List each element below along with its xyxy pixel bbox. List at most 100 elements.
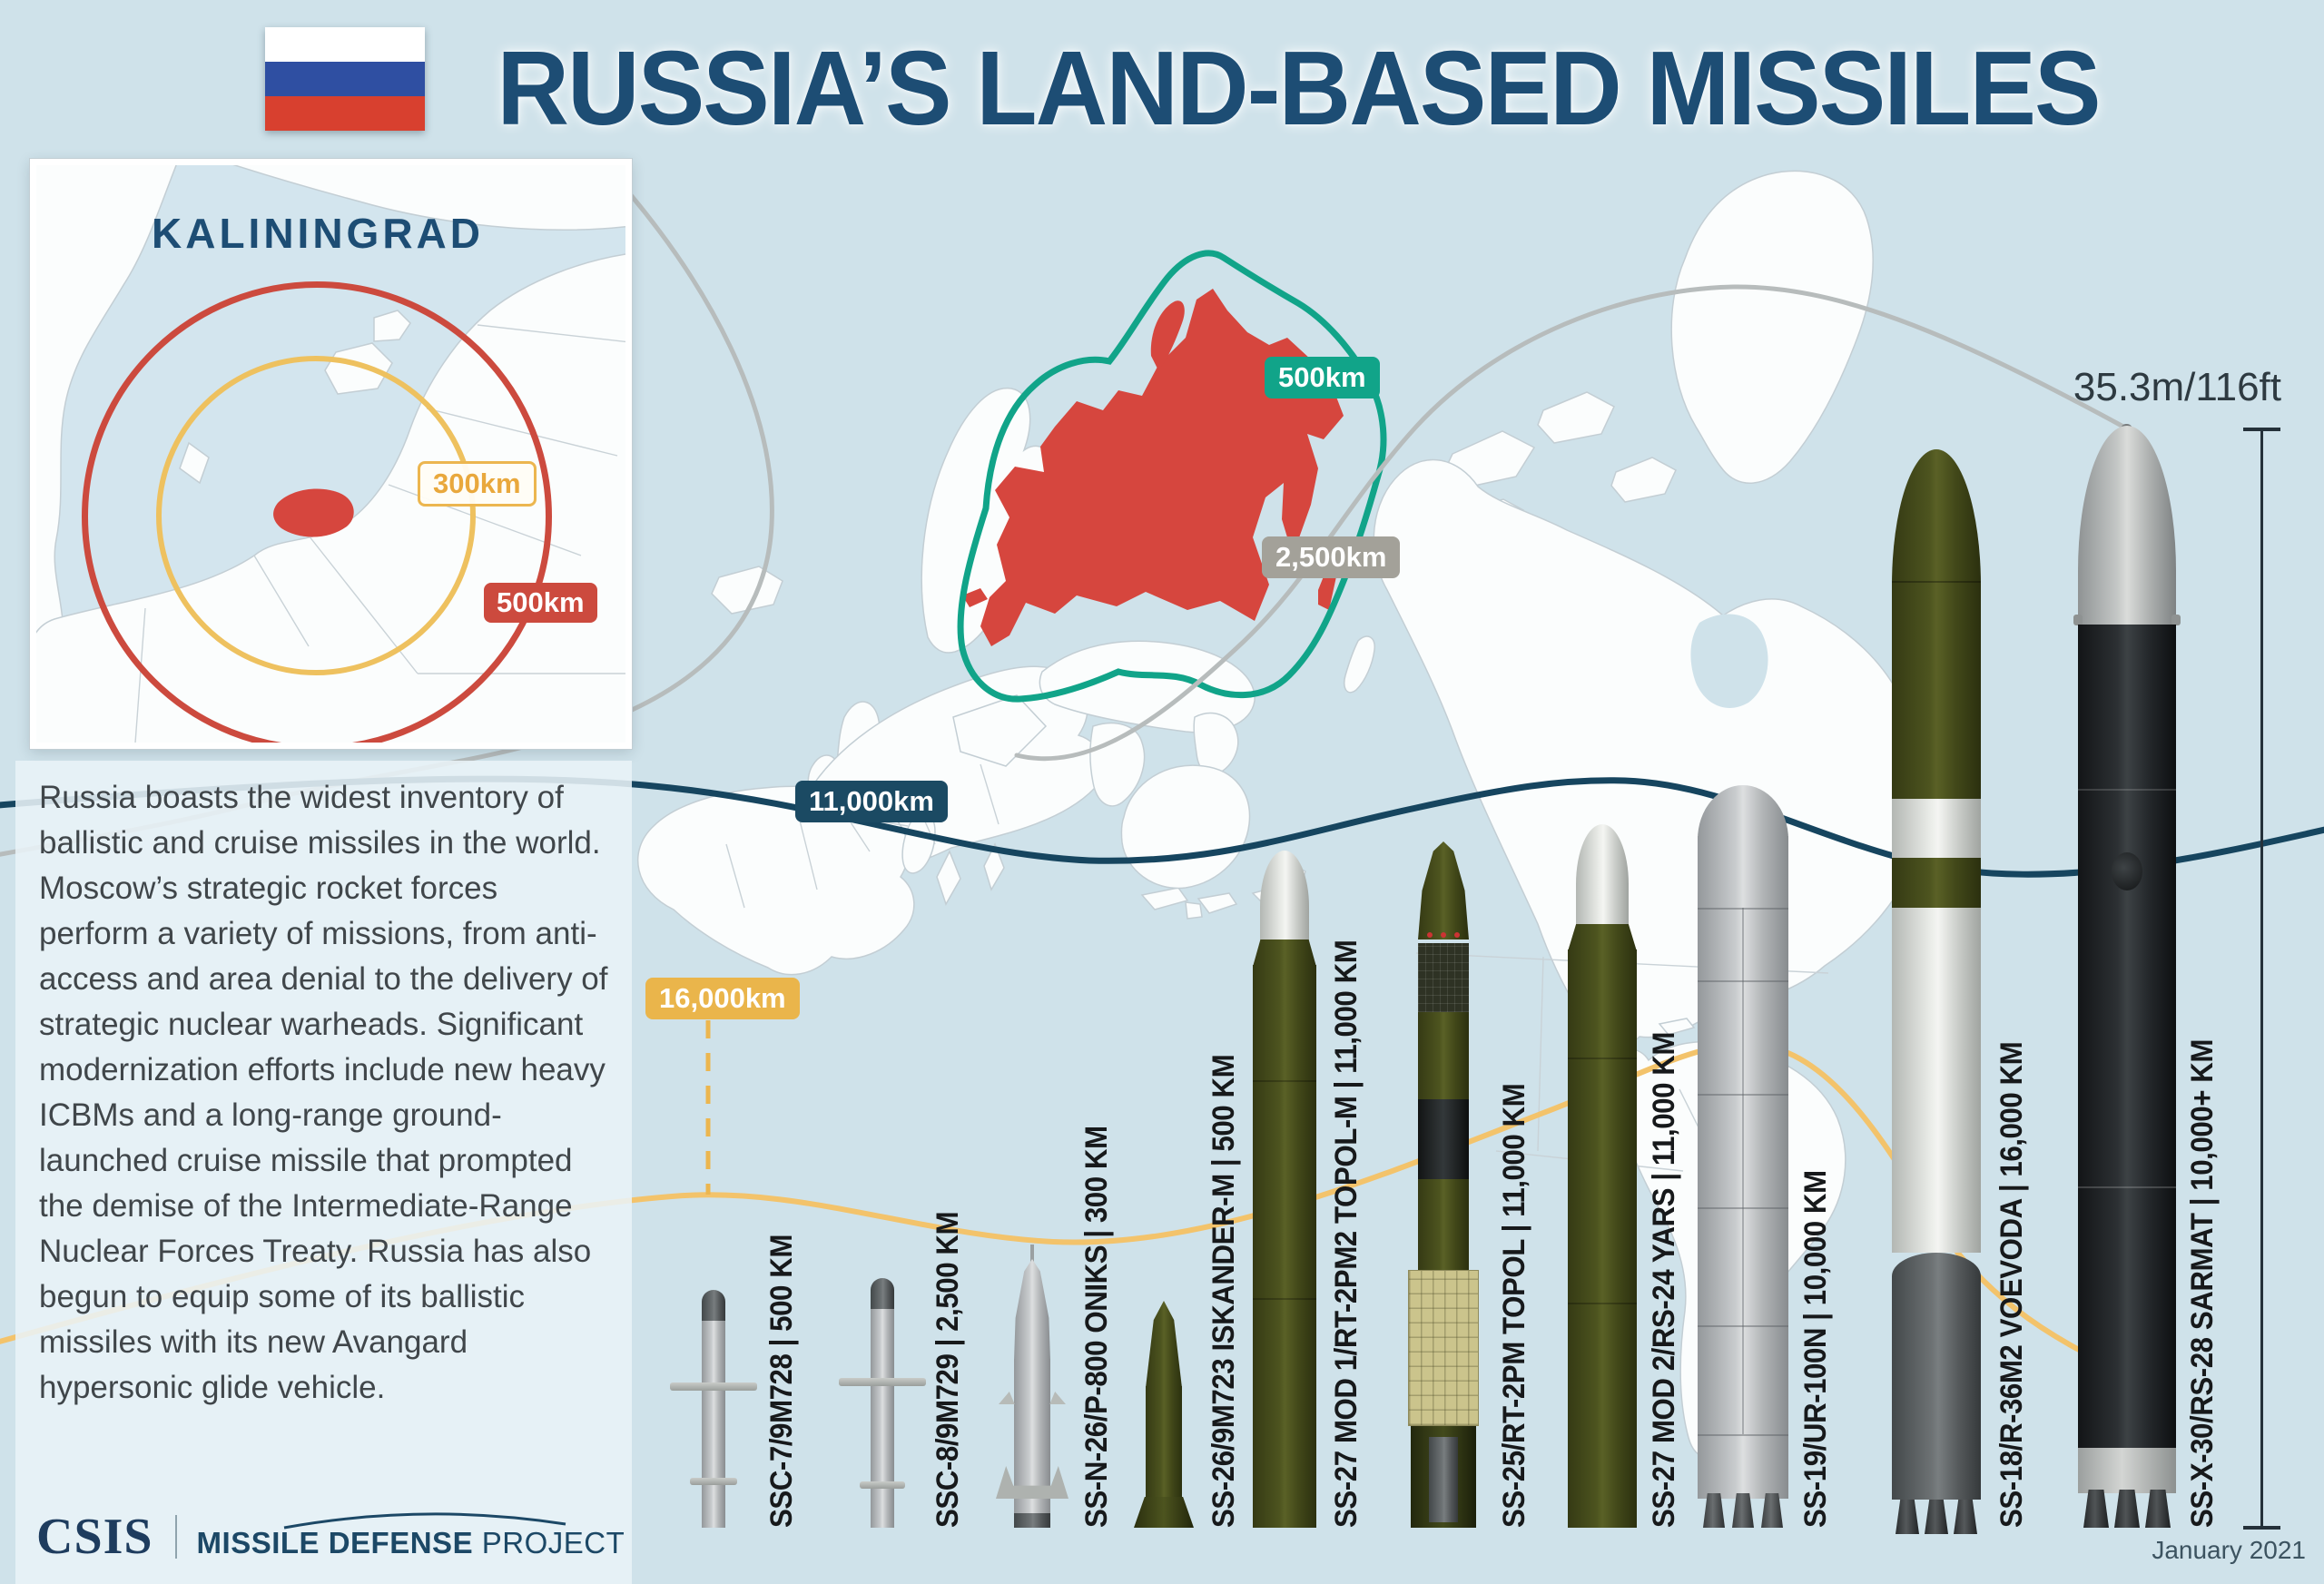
stage-line <box>1698 1434 1788 1436</box>
missile-label-ssc-8: SSC-8/9M729 | 2,500 KM <box>931 1211 965 1528</box>
russia-group <box>957 250 1387 703</box>
body-seam <box>1742 908 1744 1434</box>
engine-nozzle <box>1896 1500 1919 1534</box>
stage-line <box>1698 980 1788 982</box>
stage-line <box>1568 1303 1637 1304</box>
second-stage <box>1892 908 1981 1253</box>
engine-nozzle <box>1761 1493 1783 1528</box>
mid-wings <box>839 1378 926 1386</box>
engine-nozzle <box>1732 1493 1754 1528</box>
measure-bottom-bar <box>2243 1526 2280 1530</box>
badge-11000km-label: 11,000km <box>809 785 934 817</box>
stage-line <box>1253 1080 1316 1082</box>
missile-label-topol: SS-25/RT-2PM TOPOL | 11,000 KM <box>1497 1083 1531 1528</box>
shoulder <box>1568 924 1637 951</box>
badge-500km-label: 500km <box>1278 361 1366 393</box>
missile-label-topol-m: SS-27 MOD 1/RT-2PM2 TOPOL-M | 11,000 KM <box>1329 940 1364 1528</box>
land-iceland <box>711 566 783 615</box>
land-greece <box>983 842 1005 891</box>
missile-ssc-7 <box>670 1290 757 1528</box>
missile-label-oniks: SS-N-26/P-800 ONIKS | 300 KM <box>1079 1126 1114 1528</box>
teal-500km-contour <box>957 250 1387 703</box>
missile-label-ss-19: SS-19/UR-100N | 10,000 KM <box>1798 1170 1833 1528</box>
height-label: 35.3m/116ft <box>2073 365 2281 409</box>
grid-section <box>1408 1270 1479 1426</box>
base-ring <box>1014 1513 1050 1528</box>
page-title: RUSSIA’S LAND-BASED MISSILES <box>497 29 2101 147</box>
nose-cone <box>702 1290 725 1323</box>
stage-line <box>1698 908 1788 910</box>
guidance-collar <box>1418 943 1469 1012</box>
engine-nozzle <box>1954 1500 1977 1534</box>
missile-body <box>1014 1359 1050 1528</box>
flag-white-stripe <box>265 27 425 62</box>
nose-cone <box>1892 449 1981 638</box>
nose-cone <box>1576 824 1629 926</box>
land-scandinavia <box>921 388 1050 654</box>
badge-11000km: 11,000km <box>795 781 948 822</box>
inset-500km-badge: 500km <box>484 583 597 623</box>
cone-lights <box>1427 932 1433 938</box>
missile-label-sarmat: SS-X-30/RS-28 SARMAT | 10,000+ KM <box>2185 1039 2220 1528</box>
mid-body <box>1418 1179 1469 1270</box>
stage-line <box>2078 1186 2176 1188</box>
engine-nozzle <box>1925 1500 1948 1534</box>
inset-300km-label: 300km <box>433 467 521 499</box>
stage-line <box>1698 1094 1788 1096</box>
hudson-bay <box>1690 614 1768 708</box>
csis-logo: CSIS MISSILE DEFENSE PROJECT <box>36 1509 625 1565</box>
program-wordmark: MISSILE DEFENSE PROJECT <box>196 1512 625 1560</box>
intro-text: Russia boasts the widest inventory of ba… <box>39 780 608 1405</box>
land-central-asia <box>1039 640 1256 733</box>
missile-ss-18-voevoda <box>1892 449 1981 1534</box>
engine-nozzle <box>2114 1490 2140 1528</box>
inset-title: KALININGRAD <box>152 210 484 257</box>
missile-body <box>871 1309 894 1528</box>
russia-novaya-zemlya <box>1150 300 1185 370</box>
flag-red-stripe <box>265 96 425 131</box>
nose-cone <box>1260 851 1309 941</box>
land-indonesia <box>1140 856 1291 914</box>
missile-label-ssc-7: SSC-7/9M728 | 500 KM <box>764 1235 799 1528</box>
missile-body <box>2078 625 2176 1448</box>
land-greenland <box>1670 170 1874 485</box>
tail-fins <box>690 1478 737 1485</box>
intro-box: Russia boasts the widest inventory of ba… <box>15 761 632 1584</box>
port-detail <box>2112 852 2142 890</box>
upper-body <box>1892 635 1981 799</box>
tail-fins <box>860 1481 905 1489</box>
program-light: PROJECT <box>481 1526 625 1559</box>
missile-ss-x-30-sarmat <box>2073 424 2181 1528</box>
missile-ss-26-iskander <box>1134 1301 1194 1528</box>
inset-500km-ring <box>82 281 552 743</box>
engine-nozzle <box>1703 1493 1725 1528</box>
nose-cone <box>2078 426 2176 630</box>
land-italy <box>936 850 961 906</box>
russia-flag-icon <box>265 27 425 131</box>
program-bold: MISSILE DEFENSE <box>196 1526 474 1559</box>
land-tasmania <box>1185 901 1203 920</box>
upper-body <box>1418 1012 1469 1099</box>
curve-2500km <box>1014 284 2126 762</box>
csis-wordmark: CSIS <box>36 1509 153 1565</box>
logo-divider <box>174 1515 177 1559</box>
mid-wings <box>670 1382 757 1391</box>
nose-cone <box>871 1278 894 1311</box>
missile-body <box>702 1321 725 1528</box>
inset-500km-label: 500km <box>497 586 585 618</box>
missile-label-yars: SS-27 MOD 2/RS-24 YARS | 11,000 KM <box>1647 1032 1681 1528</box>
base-nozzle <box>1429 1437 1458 1522</box>
side-pin <box>2171 615 2181 625</box>
badge-2500km-label: 2,500km <box>1275 541 1387 573</box>
stage-line <box>1568 1058 1637 1059</box>
olive-band <box>1892 858 1981 908</box>
flag-blue-stripe <box>265 62 425 96</box>
kaliningrad-inset: 300km 500km KALININGRAD <box>30 159 632 749</box>
side-pin <box>2073 615 2083 625</box>
missile-ss-n-26-oniks <box>996 1245 1068 1528</box>
stage-line <box>2078 789 2176 791</box>
logo-arc <box>283 1512 566 1530</box>
missile-label-iskander: SS-26/9M723 ISKANDER-M | 500 KM <box>1206 1054 1241 1528</box>
